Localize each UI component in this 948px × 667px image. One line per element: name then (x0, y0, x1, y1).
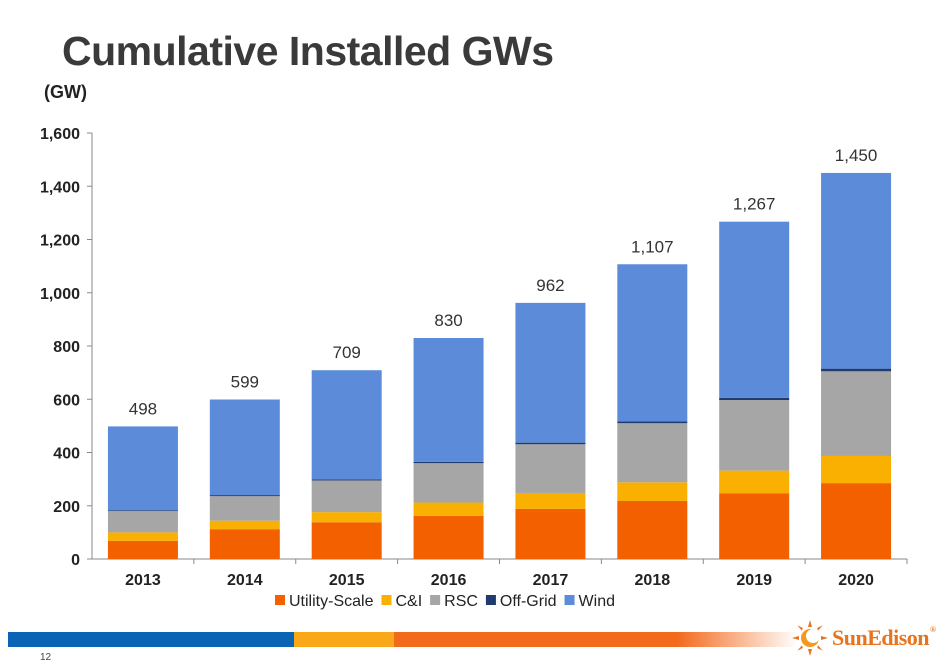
company-logo: SunEdison® (790, 618, 936, 658)
y-tick-label: 200 (53, 499, 80, 516)
y-tick-label: 0 (71, 552, 80, 569)
bar-total-label: 962 (536, 276, 564, 295)
logo-wordmark: SunEdison® (832, 625, 936, 651)
footer-bar-red-segment (394, 632, 798, 647)
bar-segment-c-i (617, 482, 688, 501)
bar-segment-off-grid (617, 421, 688, 424)
bar-total-label: 709 (333, 343, 361, 362)
sun-logo-icon (792, 620, 828, 656)
bar-segment-utility-scale (821, 483, 892, 559)
bar-segment-utility-scale (209, 529, 280, 559)
bar-segment-wind (719, 221, 790, 398)
bar-total-label: 498 (129, 399, 157, 418)
bar-segment-rsc (413, 463, 484, 503)
y-tick-label: 1,200 (40, 233, 80, 250)
legend-swatch (430, 595, 441, 605)
bar-segment-off-grid (311, 479, 382, 481)
legend-label: Utility-Scale (289, 593, 374, 610)
bar-segment-rsc (821, 371, 892, 456)
footer-color-bar (8, 632, 798, 647)
logo-text: SunEdison (832, 625, 930, 650)
bar-segment-utility-scale (413, 515, 484, 559)
bar-segment-utility-scale (617, 500, 688, 559)
bar-segment-off-grid (515, 442, 586, 445)
legend-swatch (381, 595, 392, 605)
bar-segment-wind (617, 264, 688, 422)
bar-segment-c-i (719, 470, 790, 494)
x-tick-label: 2020 (838, 572, 874, 589)
bar-segment-off-grid (719, 397, 790, 401)
x-tick-label: 2013 (125, 572, 161, 589)
x-tick-label: 2015 (329, 572, 365, 589)
legend-swatch (485, 595, 496, 605)
legend-label: Off-Grid (500, 593, 557, 610)
bar-segment-wind (821, 172, 892, 369)
footer-bar-orange-segment (294, 632, 394, 647)
y-axis-unit-label: (GW) (44, 82, 87, 102)
y-tick-label: 600 (53, 392, 80, 409)
bar-segment-rsc (311, 480, 382, 513)
y-tick-label: 1,400 (40, 179, 80, 196)
bar-segment-c-i (515, 492, 586, 509)
bar-segment-wind (107, 426, 178, 511)
bar-segment-wind (209, 399, 280, 496)
bar-segment-c-i (311, 512, 382, 523)
legend-swatch (564, 595, 575, 605)
x-tick-label: 2017 (533, 572, 569, 589)
bar-total-label: 1,107 (631, 237, 674, 256)
bar-segment-c-i (107, 532, 178, 541)
bar-total-label: 599 (231, 373, 259, 392)
bar-segment-rsc (107, 511, 178, 533)
bar-segment-rsc (209, 496, 280, 521)
bar-segment-c-i (821, 455, 892, 484)
stacked-bar-chart: 0 200 400 600 800 1,000 1,200 1,400 1,600 2013 498… (40, 126, 908, 610)
y-tick-label: 1,600 (40, 126, 80, 143)
footer-bar-blue-segment (8, 632, 294, 647)
chart-title: Cumulative Installed GWs (62, 28, 554, 74)
legend-label: Wind (579, 593, 615, 610)
y-tick-label: 800 (53, 339, 80, 356)
bar-total-label: 1,267 (733, 195, 776, 214)
bar-segment-utility-scale (107, 540, 178, 559)
bar-segment-off-grid (821, 368, 892, 372)
bar-segment-off-grid (413, 461, 484, 464)
bar-segment-c-i (413, 502, 484, 516)
bar-segment-wind (311, 370, 382, 480)
bar-segment-rsc (515, 444, 586, 493)
bar-segment-wind (515, 302, 586, 443)
bar-segment-rsc (617, 423, 688, 483)
bar-segment-utility-scale (719, 493, 790, 559)
x-tick-label: 2019 (736, 572, 772, 589)
legend-swatch (275, 595, 285, 605)
bar-total-label: 1,450 (835, 146, 878, 165)
x-tick-label: 2016 (431, 572, 467, 589)
x-tick-label: 2018 (635, 572, 671, 589)
page-number: 12 (40, 652, 52, 663)
y-tick-label: 400 (53, 446, 80, 463)
bar-segment-wind (413, 338, 484, 462)
bar-segment-off-grid (209, 495, 280, 497)
bar-segment-rsc (719, 400, 790, 471)
legend-label: C&I (395, 593, 422, 610)
x-tick-label: 2014 (227, 572, 263, 589)
y-tick-label: 1,000 (40, 286, 80, 303)
bar-segment-utility-scale (311, 522, 382, 559)
bar-segment-off-grid (107, 510, 178, 512)
bar-total-label: 830 (434, 311, 462, 330)
bar-segment-utility-scale (515, 508, 586, 559)
bar-segment-c-i (209, 520, 280, 530)
legend-label: RSC (444, 593, 478, 610)
registered-mark: ® (930, 625, 936, 634)
